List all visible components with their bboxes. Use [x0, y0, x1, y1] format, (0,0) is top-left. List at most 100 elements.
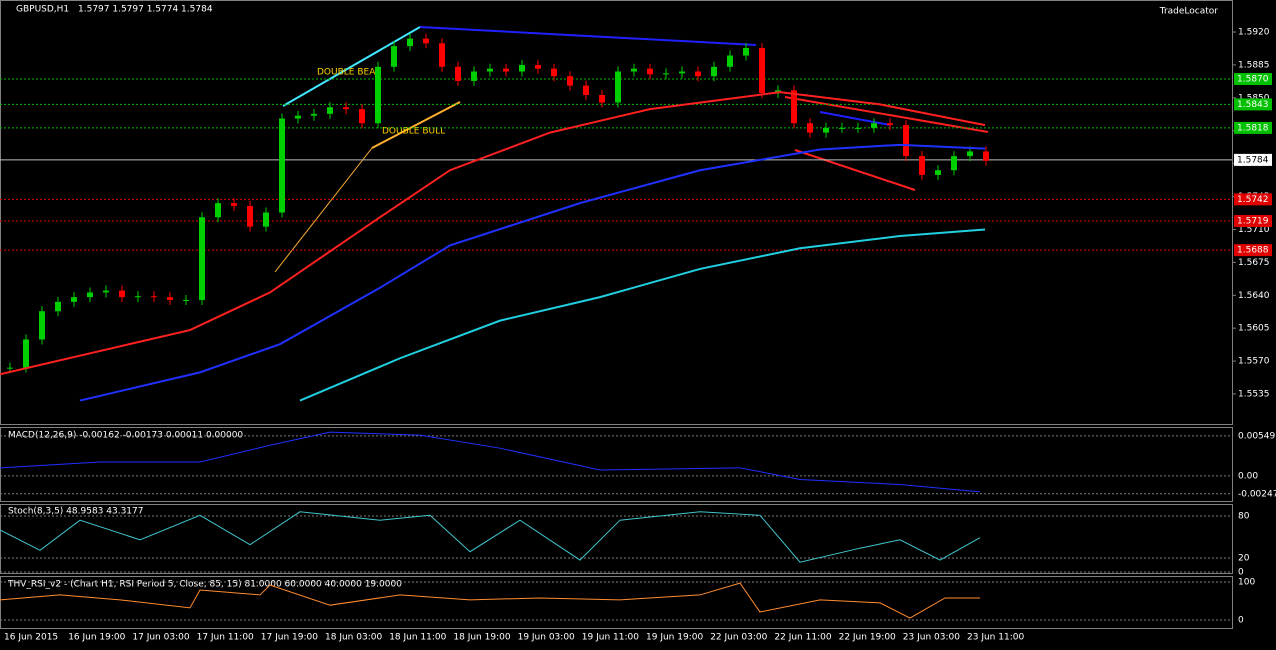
candle [23, 339, 29, 368]
level-label: 1.5688 [1237, 246, 1269, 256]
candle [951, 156, 957, 171]
candle [375, 66, 381, 124]
price-label: 1.5885 [1238, 60, 1270, 70]
candle [151, 296, 157, 298]
candle [839, 127, 845, 129]
level-label: 1.5870 [1237, 75, 1269, 85]
candle [519, 64, 525, 72]
level-label: 1.5818 [1237, 123, 1269, 133]
time-label: 16 Jun 2015 [4, 633, 58, 643]
candle [583, 85, 589, 96]
level-box [1234, 244, 1272, 257]
candle [231, 203, 237, 206]
candle [343, 107, 349, 110]
level-box [1234, 153, 1272, 166]
main-frame [0, 0, 1233, 425]
candle [535, 64, 541, 69]
time-label: 17 Jun 03:00 [132, 633, 189, 643]
candle [71, 297, 77, 302]
candle [87, 292, 93, 298]
candle [551, 68, 557, 77]
candle [503, 68, 509, 72]
candle [423, 38, 429, 44]
axis-label: 0 [1238, 616, 1244, 626]
candle [295, 115, 301, 119]
indicator-line [79, 143, 986, 402]
level-label: 1.5843 [1237, 100, 1269, 110]
candle [455, 66, 461, 81]
stoch-label: Stoch(8,3,5) 48.9583 43.3177 [8, 507, 143, 517]
trend-line [794, 149, 916, 191]
stoch-frame [0, 504, 1233, 574]
price-label: 1.5605 [1238, 324, 1270, 334]
trend-line [784, 96, 989, 133]
candle [167, 297, 173, 300]
price-label: 1.5640 [1238, 291, 1270, 301]
price-label: 1.5675 [1238, 258, 1270, 268]
price-label: 1.5920 [1238, 28, 1270, 38]
candle [119, 290, 125, 298]
level-box [1234, 214, 1272, 227]
candle [55, 301, 61, 312]
candle [39, 311, 45, 340]
candle [263, 212, 269, 227]
candle [567, 76, 573, 86]
candle [967, 151, 973, 157]
candle [439, 43, 445, 67]
candle [679, 71, 685, 74]
candle [903, 125, 909, 157]
candle [615, 71, 621, 103]
indicator-line [0, 511, 981, 563]
candle [823, 127, 829, 133]
candle [743, 48, 749, 56]
candle [599, 95, 605, 103]
candle [135, 296, 141, 298]
candle [935, 170, 941, 175]
candle [711, 66, 717, 77]
frames [0, 0, 1233, 629]
time-label: 19 Jun 03:00 [518, 633, 575, 643]
trend-line [282, 26, 421, 107]
indicator-line [299, 228, 986, 402]
candle [807, 123, 813, 133]
candle [407, 38, 413, 47]
price-label: 1.5570 [1238, 357, 1270, 367]
candle [759, 48, 765, 94]
time-label: 22 Jun 03:00 [710, 633, 767, 643]
time-label: 23 Jun 11:00 [967, 633, 1024, 643]
level-label: 1.5719 [1237, 216, 1269, 226]
level-box [1234, 73, 1272, 86]
time-label: 17 Jun 19:00 [261, 633, 318, 643]
time-label: 23 Jun 03:00 [903, 633, 960, 643]
axis-label: 20 [1238, 554, 1250, 564]
candle [727, 55, 733, 67]
time-label: 22 Jun 11:00 [774, 633, 831, 643]
trend-line [419, 26, 757, 46]
candle [183, 299, 189, 301]
price-label: 1.5710 [1238, 225, 1270, 235]
candle [279, 118, 285, 213]
candle [631, 68, 637, 72]
candle [7, 367, 13, 369]
candle [919, 156, 925, 175]
candle [215, 203, 221, 218]
axis-label: 100 [1238, 578, 1255, 588]
symbol: GBPUSD,H1 [16, 5, 69, 15]
time-label: 18 Jun 03:00 [325, 633, 382, 643]
indicator-line [0, 582, 980, 619]
candle [855, 127, 861, 129]
candle [359, 109, 365, 124]
candle [247, 205, 253, 227]
indicator-line [0, 91, 986, 376]
candle [695, 71, 701, 77]
price-label: 1.5850 [1238, 93, 1270, 103]
trend-line [274, 147, 373, 273]
axis-label: 0.00549 [1238, 431, 1275, 441]
time-label: 17 Jun 11:00 [197, 633, 254, 643]
rsi-label: THV_RSI_v2 - (Chart H1, RSI Period 5, Cl… [7, 580, 402, 590]
trend-line [371, 101, 461, 149]
time-label: 22 Jun 19:00 [839, 633, 896, 643]
annotation: DOUBLE BEAR [317, 68, 382, 78]
